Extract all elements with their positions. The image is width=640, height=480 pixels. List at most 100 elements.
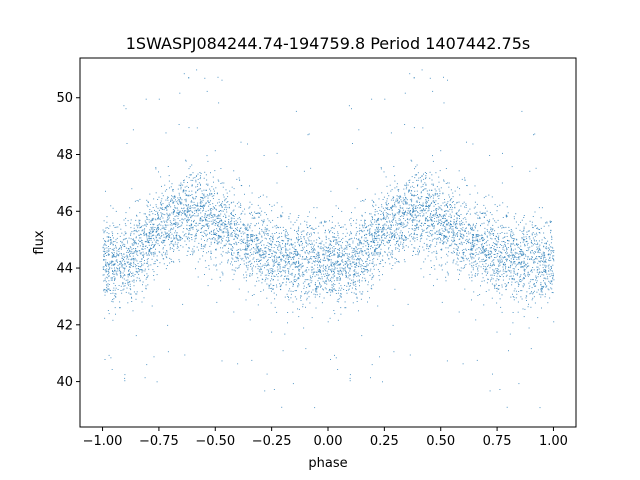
data-point [470, 229, 472, 231]
data-point [284, 275, 285, 277]
data-point [485, 263, 487, 265]
data-point [361, 230, 363, 232]
data-point [461, 233, 463, 235]
data-point [313, 229, 315, 230]
data-point [544, 271, 546, 273]
data-point [446, 210, 448, 212]
data-point [436, 252, 438, 254]
data-point [371, 199, 373, 201]
data-point [443, 215, 445, 216]
data-point [152, 207, 154, 208]
data-point [143, 262, 145, 264]
data-point [288, 268, 290, 270]
data-point [337, 256, 339, 258]
data-point [302, 248, 304, 250]
data-point [234, 270, 236, 272]
data-point [434, 268, 436, 270]
data-point [222, 222, 224, 224]
data-point [443, 237, 445, 239]
data-point [548, 250, 549, 252]
data-point [215, 187, 217, 189]
data-point [317, 260, 319, 262]
data-point [517, 243, 519, 245]
data-point [320, 271, 322, 273]
data-point [444, 228, 446, 230]
data-point [485, 271, 487, 273]
data-point [227, 225, 228, 227]
data-point [252, 247, 254, 249]
data-point [164, 239, 166, 241]
data-point [178, 213, 180, 215]
data-point [133, 239, 135, 241]
data-point [373, 258, 375, 260]
data-point [462, 363, 464, 365]
data-point [278, 232, 280, 234]
data-point [464, 265, 466, 267]
data-point [160, 221, 162, 223]
data-point [146, 238, 148, 240]
data-point [501, 274, 503, 276]
data-point [457, 250, 459, 251]
data-point [284, 296, 286, 298]
data-point [251, 262, 253, 264]
data-point [152, 227, 154, 229]
data-point [520, 221, 521, 223]
data-point [136, 277, 138, 279]
data-point [213, 214, 215, 216]
data-point [187, 220, 189, 222]
data-point [512, 268, 514, 270]
data-point [222, 222, 224, 223]
data-point [334, 254, 336, 256]
data-point [206, 220, 208, 222]
data-point [225, 189, 227, 191]
data-point [210, 241, 212, 243]
data-point [432, 200, 434, 202]
data-point [472, 240, 474, 242]
data-point [156, 234, 158, 236]
data-point [388, 203, 389, 205]
data-point [480, 248, 481, 250]
data-point [361, 271, 363, 273]
data-point [212, 208, 214, 210]
data-point [319, 282, 320, 284]
data-point [261, 244, 262, 246]
data-point [105, 270, 107, 272]
data-point [408, 228, 410, 229]
data-point [411, 220, 413, 221]
data-point [234, 230, 236, 232]
data-point [230, 244, 232, 246]
data-point [184, 186, 186, 188]
data-point [167, 199, 169, 201]
data-point [180, 184, 182, 186]
data-point [107, 274, 109, 276]
data-point [504, 264, 506, 266]
data-point [540, 296, 542, 298]
data-point [432, 220, 434, 222]
data-point [378, 231, 380, 232]
data-point [472, 235, 474, 237]
data-point [312, 250, 314, 252]
data-point [171, 261, 172, 263]
data-point [111, 241, 113, 243]
data-point [436, 210, 437, 212]
data-point [203, 225, 205, 227]
data-point [512, 238, 514, 239]
data-point [203, 207, 204, 209]
data-point [504, 242, 506, 243]
data-point [426, 206, 428, 207]
data-point [358, 129, 360, 131]
data-point [337, 273, 339, 275]
data-point [260, 195, 261, 197]
data-point [158, 228, 160, 230]
data-point [540, 217, 542, 219]
data-point [434, 215, 436, 217]
data-point [523, 230, 525, 232]
data-point [104, 317, 106, 319]
data-point [263, 244, 265, 246]
data-point [345, 228, 347, 230]
data-point [346, 290, 347, 291]
data-point [358, 244, 360, 246]
data-point [352, 261, 354, 263]
data-point [214, 170, 216, 172]
data-point [118, 250, 120, 252]
